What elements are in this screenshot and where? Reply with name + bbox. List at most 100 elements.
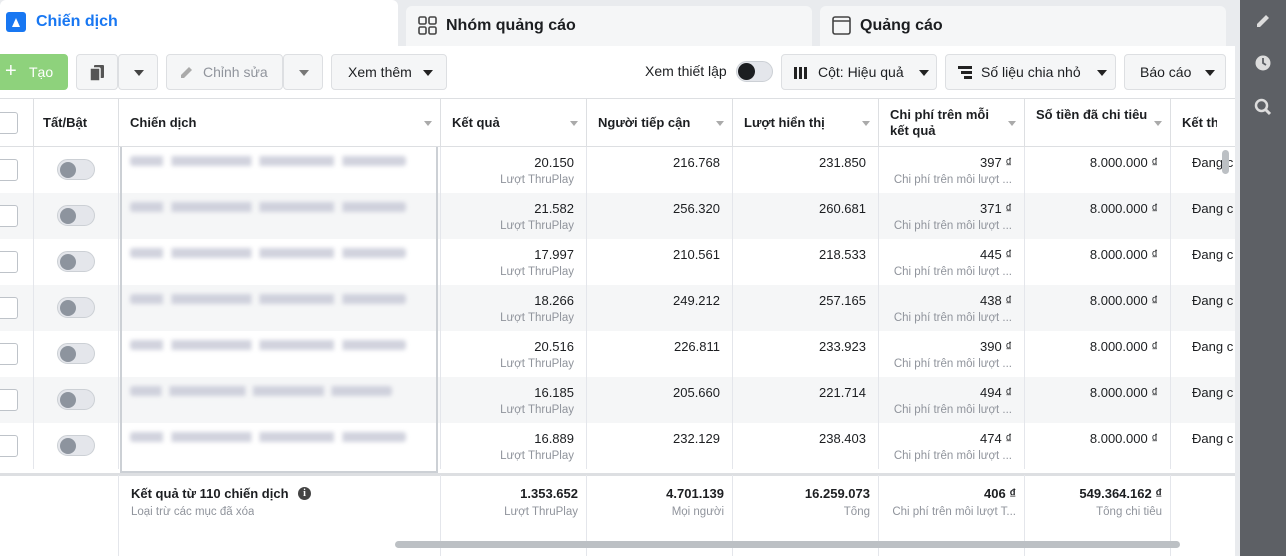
row-checkbox[interactable]: [0, 159, 18, 181]
column-divider: [33, 377, 34, 423]
tab[interactable]: Nhóm quảng cáo: [406, 6, 812, 46]
sort-icon: [1008, 121, 1016, 126]
caret: [1205, 70, 1215, 76]
adset-icon: [418, 16, 437, 35]
cell-subtext: Chi phí trên mỗi lượt ...: [893, 266, 1012, 278]
cell-subtext: Lượt ThruPlay: [500, 220, 574, 232]
column-divider: [586, 475, 587, 556]
button-label: Số liệu chia nhỏ: [981, 64, 1081, 80]
create-button[interactable]: + Tạo: [0, 54, 68, 90]
column-header[interactable]: Kết quả: [452, 115, 500, 130]
cell-value: 397 ₫: [980, 155, 1012, 170]
edit-icon[interactable]: [1254, 12, 1272, 30]
column-header[interactable]: Lượt hiển thị: [744, 115, 825, 130]
column-header[interactable]: Kết thúc: [1182, 115, 1217, 130]
column-divider: [118, 377, 119, 423]
column-divider: [440, 193, 441, 239]
footer-subtext: Chi phí trên mỗi lượt T...: [892, 506, 1016, 518]
row-checkbox[interactable]: [0, 297, 18, 319]
column-header[interactable]: Chiến dịch: [130, 115, 197, 130]
plus-icon: +: [5, 60, 17, 82]
history-icon[interactable]: [1254, 54, 1272, 72]
column-header[interactable]: Chi phí trên mỗi kết quả: [890, 107, 989, 138]
toggle-knob: [60, 208, 76, 224]
cell-subtext: Chi phí trên mỗi lượt ...: [893, 358, 1012, 370]
column-divider: [732, 239, 733, 285]
caret: [423, 70, 433, 76]
column-header[interactable]: Người tiếp cận: [598, 115, 691, 130]
column-divider: [878, 99, 879, 147]
duplicate-button[interactable]: [76, 54, 118, 90]
sort-icon: [424, 121, 432, 126]
cell-value: 257.165: [819, 293, 866, 308]
cell-value: 233.923: [819, 339, 866, 354]
info-icon[interactable]: i: [298, 487, 311, 500]
column-divider: [732, 285, 733, 331]
caret: [919, 70, 929, 76]
cell-value: 390 ₫: [980, 339, 1012, 354]
button-label: Xem thêm: [348, 64, 412, 80]
column-divider: [440, 285, 441, 331]
column-divider: [878, 147, 879, 193]
toggle-knob: [738, 63, 755, 80]
header-checkbox[interactable]: [0, 112, 18, 134]
more-button[interactable]: Xem thêm: [331, 54, 447, 90]
button-label: Báo cáo: [1140, 64, 1192, 80]
table-row: [0, 193, 1235, 239]
cell-value: 8.000.000 ₫: [1089, 155, 1158, 170]
toggle-knob: [60, 300, 76, 316]
column-header[interactable]: Tất/Bật: [43, 115, 88, 130]
view-setup-toggle[interactable]: [736, 61, 773, 82]
duplicate-icon: [89, 65, 104, 82]
row-checkbox[interactable]: [0, 205, 18, 227]
horizontal-scrollbar[interactable]: [395, 541, 1180, 548]
row-checkbox[interactable]: [0, 343, 18, 365]
header-divider: [0, 146, 1235, 147]
cell-subtext: Lượt ThruPlay: [500, 266, 574, 278]
search-icon[interactable]: [1254, 98, 1272, 116]
column-divider: [732, 423, 733, 469]
row-checkbox[interactable]: [0, 435, 18, 457]
table-row: [0, 331, 1235, 377]
column-divider: [732, 147, 733, 193]
column-divider: [33, 147, 34, 193]
duplicate-dropdown[interactable]: [118, 54, 158, 90]
edit-button[interactable]: Chỉnh sửa: [166, 54, 283, 90]
column-header[interactable]: Số tiền đã chi tiêu: [1036, 107, 1148, 122]
table-row: [0, 423, 1235, 469]
campaign-name-blurred: [130, 294, 406, 304]
cell-subtext: Chi phí trên mỗi lượt ...: [893, 404, 1012, 416]
toggle-knob: [60, 162, 76, 178]
cell-value: 216.768: [673, 155, 720, 170]
column-divider: [1170, 239, 1171, 285]
row-checkbox[interactable]: [0, 389, 18, 411]
column-divider: [1170, 475, 1171, 556]
tab-active[interactable]: Chiến dịch: [0, 0, 398, 50]
tab[interactable]: Quảng cáo: [820, 6, 1226, 46]
column-divider: [732, 99, 733, 147]
breakdown-button[interactable]: Số liệu chia nhỏ: [945, 54, 1116, 90]
edit-dropdown[interactable]: [283, 54, 323, 90]
cell-end: Đang c: [1192, 293, 1234, 308]
column-divider: [33, 331, 34, 377]
view-setup-label: Xem thiết lập: [645, 63, 727, 79]
footer-value: 549.364.162 ₫: [1079, 486, 1162, 501]
footer-subtext: Mọi người: [671, 506, 724, 518]
campaign-icon: [6, 12, 26, 32]
vertical-scrollbar[interactable]: [1222, 150, 1229, 174]
cell-value: 256.320: [673, 201, 720, 216]
row-checkbox[interactable]: [0, 251, 18, 273]
cell-value: 8.000.000 ₫: [1089, 293, 1158, 308]
columns-button[interactable]: Cột: Hiệu quả: [781, 54, 937, 90]
cell-subtext: Lượt ThruPlay: [500, 174, 574, 186]
cell-subtext: Lượt ThruPlay: [500, 404, 574, 416]
cell-value: 445 ₫: [980, 247, 1012, 262]
column-divider: [1024, 193, 1025, 239]
toggle-knob: [60, 392, 76, 408]
breakdown-icon: [958, 66, 972, 79]
cell-value: 249.212: [673, 293, 720, 308]
cell-subtext: Chi phí trên mỗi lượt ...: [893, 312, 1012, 324]
reports-button[interactable]: Báo cáo: [1124, 54, 1226, 90]
cell-value: 226.811: [673, 339, 720, 354]
